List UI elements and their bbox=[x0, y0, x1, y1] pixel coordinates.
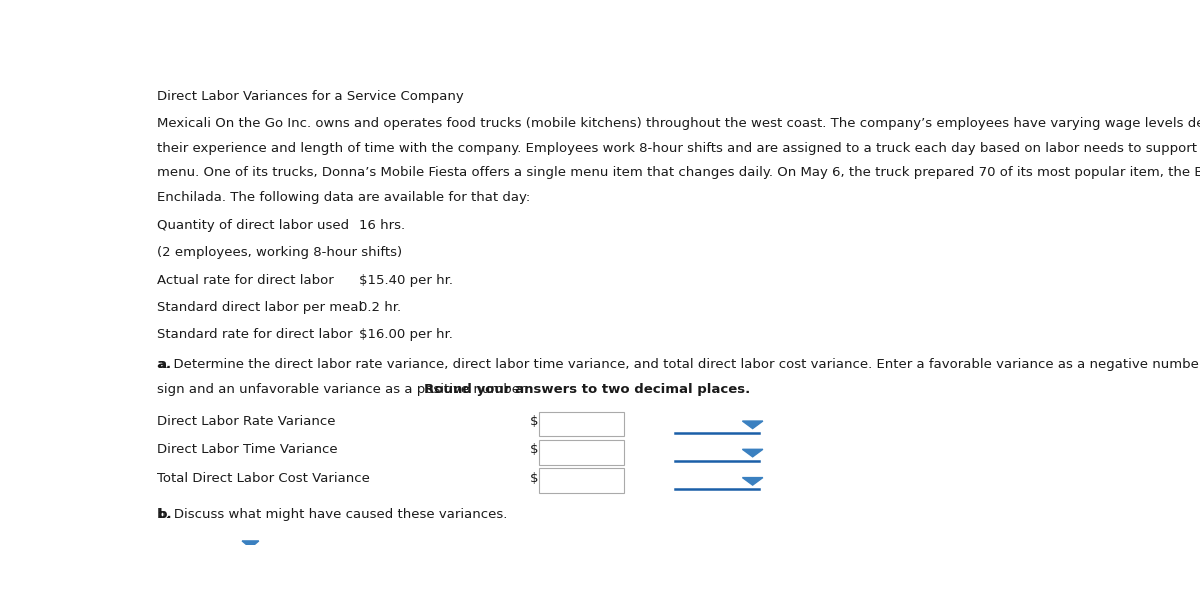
Text: $16.00 per hr.: $16.00 per hr. bbox=[359, 329, 454, 341]
Polygon shape bbox=[743, 449, 763, 457]
Text: a.: a. bbox=[157, 358, 172, 371]
Text: their experience and length of time with the company. Employees work 8-hour shif: their experience and length of time with… bbox=[157, 142, 1200, 155]
Text: Standard direct labor per meal: Standard direct labor per meal bbox=[157, 301, 362, 314]
Text: Direct Labor Rate Variance: Direct Labor Rate Variance bbox=[157, 415, 336, 428]
Text: Round your answers to two decimal places.: Round your answers to two decimal places… bbox=[425, 382, 751, 395]
Text: sign and an unfavorable variance as a positive number.: sign and an unfavorable variance as a po… bbox=[157, 382, 533, 395]
Text: $15.40 per hr.: $15.40 per hr. bbox=[359, 274, 454, 286]
Text: b.: b. bbox=[157, 509, 172, 521]
FancyBboxPatch shape bbox=[539, 468, 624, 493]
Text: menu. One of its trucks, Donna’s Mobile Fiesta offers a single menu item that ch: menu. One of its trucks, Donna’s Mobile … bbox=[157, 166, 1200, 179]
Text: 16 hrs.: 16 hrs. bbox=[359, 219, 406, 232]
FancyBboxPatch shape bbox=[539, 412, 624, 436]
Text: Quantity of direct labor used: Quantity of direct labor used bbox=[157, 219, 349, 232]
Polygon shape bbox=[743, 421, 763, 428]
Text: Direct Labor Time Variance: Direct Labor Time Variance bbox=[157, 444, 338, 457]
Text: Mexicali On the Go Inc. owns and operates food trucks (mobile kitchens) througho: Mexicali On the Go Inc. owns and operate… bbox=[157, 118, 1200, 130]
FancyBboxPatch shape bbox=[539, 440, 624, 465]
Polygon shape bbox=[743, 477, 763, 485]
Text: (2 employees, working 8-hour shifts): (2 employees, working 8-hour shifts) bbox=[157, 247, 402, 259]
Text: a. Determine the direct labor rate variance, direct labor time variance, and tot: a. Determine the direct labor rate varia… bbox=[157, 358, 1200, 371]
Text: 0.2 hr.: 0.2 hr. bbox=[359, 301, 401, 314]
Text: Total Direct Labor Cost Variance: Total Direct Labor Cost Variance bbox=[157, 472, 371, 485]
Text: Standard rate for direct labor: Standard rate for direct labor bbox=[157, 329, 353, 341]
Polygon shape bbox=[242, 541, 259, 548]
Text: Direct Labor Variances for a Service Company: Direct Labor Variances for a Service Com… bbox=[157, 90, 464, 103]
Text: $: $ bbox=[529, 444, 538, 457]
Text: $: $ bbox=[529, 415, 538, 428]
Text: $: $ bbox=[529, 472, 538, 485]
Text: b. Discuss what might have caused these variances.: b. Discuss what might have caused these … bbox=[157, 509, 508, 521]
Text: Actual rate for direct labor: Actual rate for direct labor bbox=[157, 274, 334, 286]
Text: Enchilada. The following data are available for that day:: Enchilada. The following data are availa… bbox=[157, 191, 530, 204]
